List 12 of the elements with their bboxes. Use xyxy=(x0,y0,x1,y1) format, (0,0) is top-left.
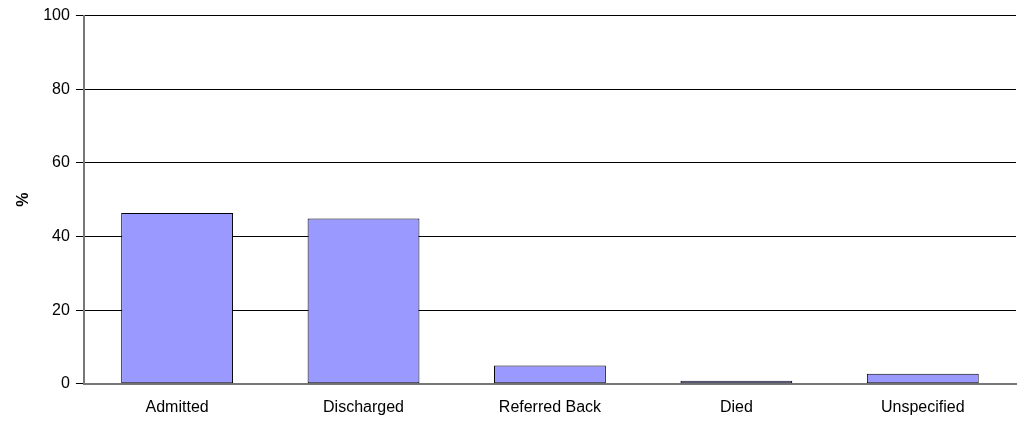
x-tick-label: Admitted xyxy=(145,397,209,415)
y-tick-label: 40 xyxy=(52,226,70,244)
x-tick-label: Unspecified xyxy=(880,397,965,415)
x-tick-label: Discharged xyxy=(323,397,404,415)
y-axis-title: % xyxy=(14,192,32,207)
y-tick-label: 80 xyxy=(52,79,70,97)
y-tick-label: 60 xyxy=(52,153,70,171)
x-tick-label: Died xyxy=(719,397,753,415)
x-tick-label: Referred Back xyxy=(498,397,603,415)
y-tick-label: 0 xyxy=(60,374,70,392)
y-tick-label: 100 xyxy=(43,6,70,24)
y-tick-label: 20 xyxy=(52,300,70,318)
